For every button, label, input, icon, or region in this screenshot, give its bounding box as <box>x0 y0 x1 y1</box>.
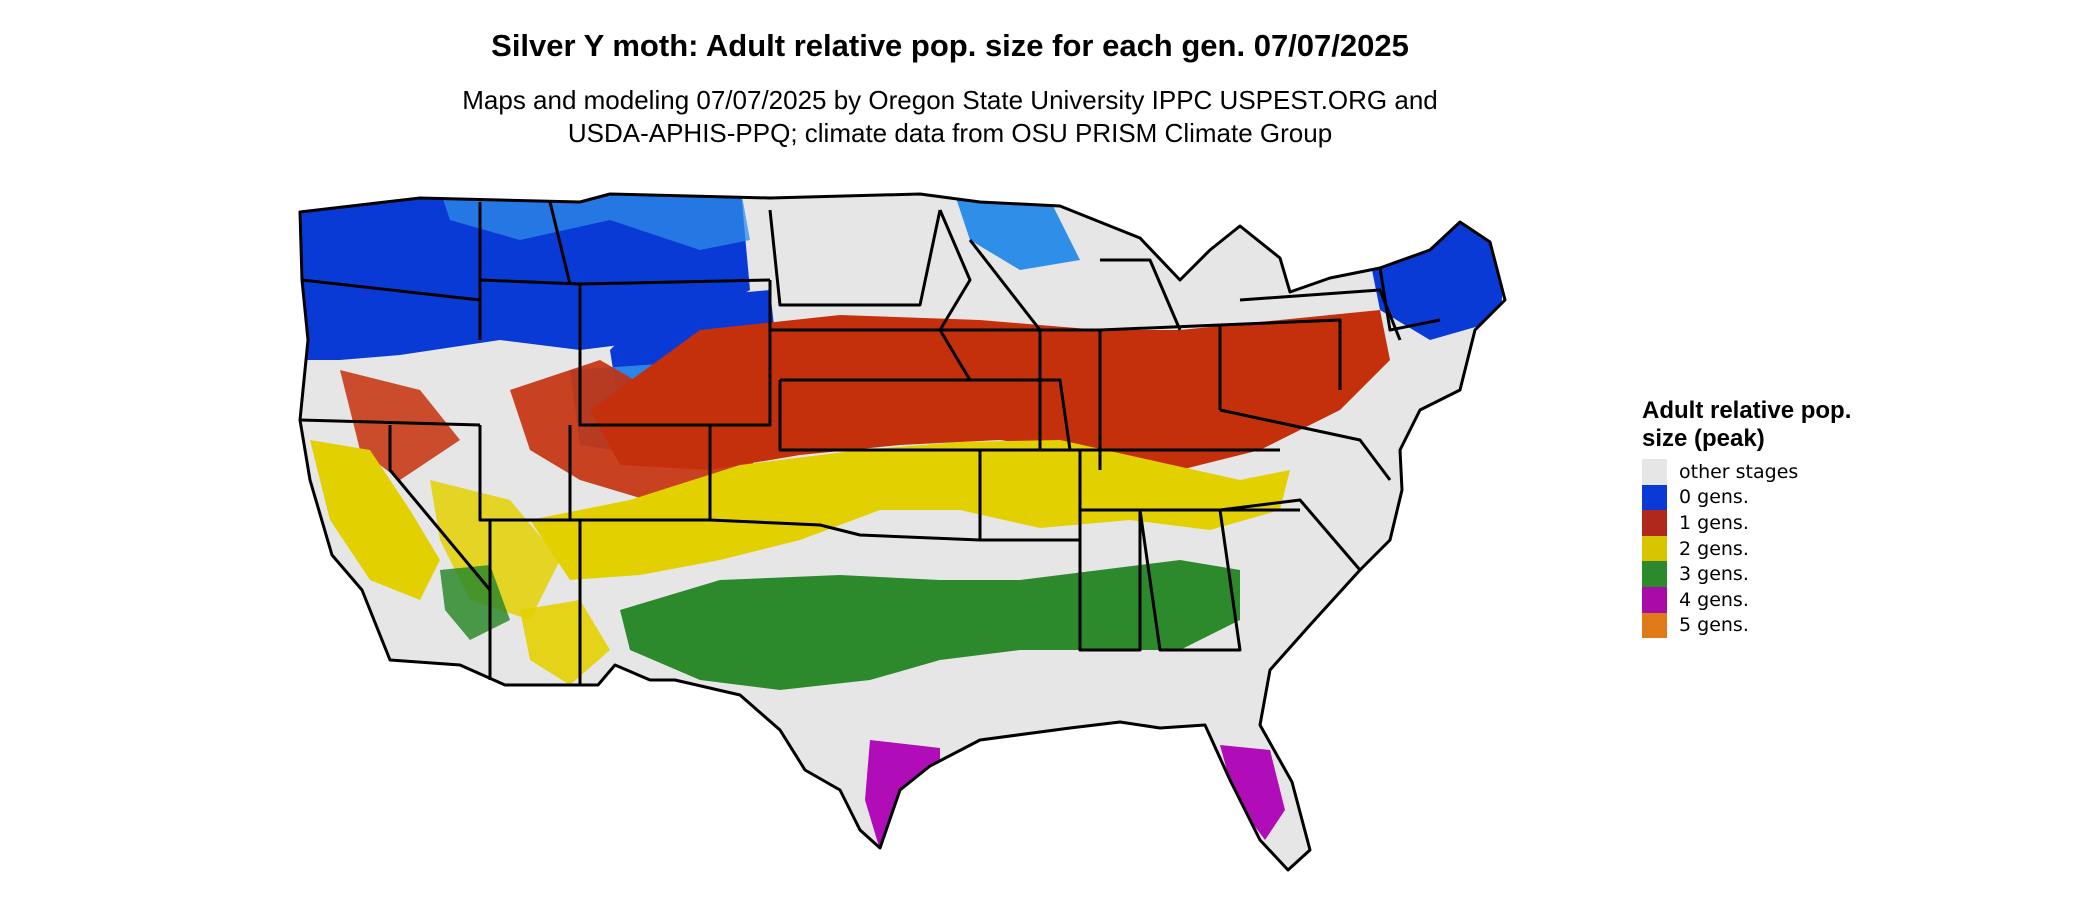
border-iowa-missouri <box>970 378 1072 451</box>
border-new-york <box>1239 288 1402 341</box>
us-map <box>298 192 1507 872</box>
legend-label: 4 gens. <box>1679 588 1749 611</box>
legend-label: 2 gens. <box>1679 537 1749 560</box>
legend-label: 3 gens. <box>1679 563 1749 586</box>
border-wyoming <box>578 280 772 427</box>
border-missouri-arkansas <box>980 448 1082 542</box>
legend-item: other stages <box>1642 459 1852 485</box>
subtitle-line-2: USDA-APHIS-PPQ; climate data from OSU PR… <box>567 118 1333 148</box>
legend-label: 5 gens. <box>1679 614 1749 637</box>
border-michigan <box>1100 258 1182 331</box>
gen4-south-florida <box>1220 745 1285 840</box>
border-alabama-georgia <box>1138 509 1242 652</box>
gen2-texas-west <box>520 600 610 685</box>
border-carolinas <box>1219 498 1362 571</box>
border-utah-colorado <box>478 425 572 522</box>
border-california-nevada <box>388 425 492 591</box>
gen2-california <box>310 440 440 600</box>
legend-label: 1 gens. <box>1679 511 1749 534</box>
legend-item: 0 gens. <box>1642 484 1852 511</box>
border-virginia <box>1219 408 1392 481</box>
legend-title: Adult relative pop. size (peak) <box>1642 397 1852 452</box>
border-minnesota-iowa <box>938 209 1040 332</box>
legend-swatch <box>1642 535 1667 562</box>
state-borders <box>298 192 1507 872</box>
border-new-england <box>1378 267 1441 332</box>
gen5-keys <box>1230 856 1272 870</box>
legend-label: 0 gens. <box>1679 486 1749 509</box>
legend: Adult relative pop. size (peak) other st… <box>1642 397 1852 639</box>
legend-swatch <box>1642 484 1667 511</box>
border-oregon-south <box>299 418 481 427</box>
border-oklahoma-texas <box>709 450 982 542</box>
border-nebraska-kansas <box>770 328 972 382</box>
legend-item: 2 gens. <box>1642 535 1852 562</box>
gen3-arizona <box>440 565 510 640</box>
legend-swatch <box>1642 561 1667 587</box>
border-montana-west <box>548 201 572 285</box>
border-dakotas <box>768 209 942 307</box>
legend-swatch <box>1642 510 1667 536</box>
legend-item: 1 gens. <box>1642 510 1852 536</box>
gen4-south-texas <box>865 740 940 850</box>
legend-item: 5 gens. <box>1642 612 1852 639</box>
gen2-southern-band <box>530 440 1290 580</box>
border-mississippi-alabama <box>1078 510 1142 652</box>
subtitle-line-1: Maps and modeling 07/07/2025 by Oregon S… <box>462 85 1438 115</box>
legend-item: 3 gens. <box>1642 561 1852 587</box>
gen3-gulf-band <box>620 560 1240 690</box>
border-oregon-washington <box>301 278 481 302</box>
legend-swatch <box>1642 612 1667 639</box>
legend-swatch <box>1642 586 1667 613</box>
border-pennsylvania <box>1219 318 1342 390</box>
map-title: Silver Y moth: Adult relative pop. size … <box>491 28 1409 63</box>
legend-item: 4 gens. <box>1642 586 1852 613</box>
legend-swatch <box>1642 459 1667 485</box>
gen1-central-band <box>590 310 1390 470</box>
map-subtitle: Maps and modeling 07/07/2025 by Oregon S… <box>0 84 1900 150</box>
legend-label: other stages <box>1679 460 1799 483</box>
border-kansas-oklahoma <box>778 380 980 452</box>
